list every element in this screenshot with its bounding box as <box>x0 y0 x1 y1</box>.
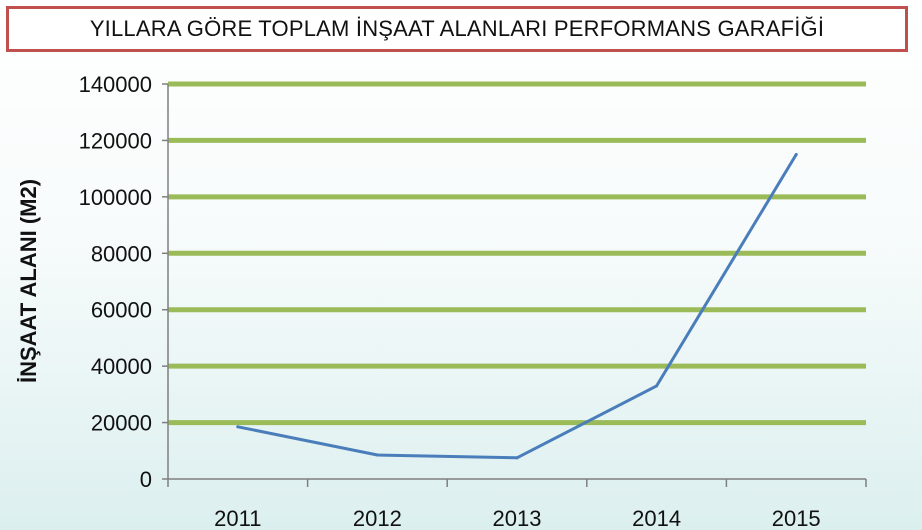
series <box>236 153 798 460</box>
data-point <box>236 425 240 429</box>
chart-title-box: YILLARA GÖRE TOPLAM İNŞAAT ALANLARI PERF… <box>6 6 908 52</box>
x-tick-label: 2012 <box>353 506 402 530</box>
data-point <box>794 153 798 157</box>
axes <box>162 83 867 487</box>
y-axis-label: İNŞAAT ALANI (M2) <box>16 179 41 383</box>
gridlines <box>168 81 866 426</box>
y-tick-label: 140000 <box>79 72 152 97</box>
data-point <box>655 384 659 388</box>
y-tick-label: 120000 <box>79 128 152 153</box>
data-point <box>375 453 379 457</box>
y-tick-label: 100000 <box>79 185 152 210</box>
x-tick-label: 2013 <box>493 506 542 530</box>
y-tick-label: 20000 <box>91 411 152 436</box>
x-tick-label: 2015 <box>772 506 821 530</box>
x-tick-label: 2011 <box>214 506 261 530</box>
y-tick-labels: 0 20000 40000 60000 80000 100000 120000 140000 <box>79 72 152 492</box>
series-line <box>236 153 798 460</box>
data-point <box>515 456 519 460</box>
chart-title: YILLARA GÖRE TOPLAM İNŞAAT ALANLARI PERF… <box>89 16 825 41</box>
y-tick-label: 40000 <box>91 354 152 379</box>
y-tick-label: 60000 <box>91 298 152 323</box>
y-tick-label: 80000 <box>91 241 152 266</box>
x-tick-labels: 2011 2012 2013 2014 2015 <box>214 506 821 530</box>
x-tick-label: 2014 <box>632 506 681 530</box>
y-tick-label: 0 <box>140 467 152 492</box>
